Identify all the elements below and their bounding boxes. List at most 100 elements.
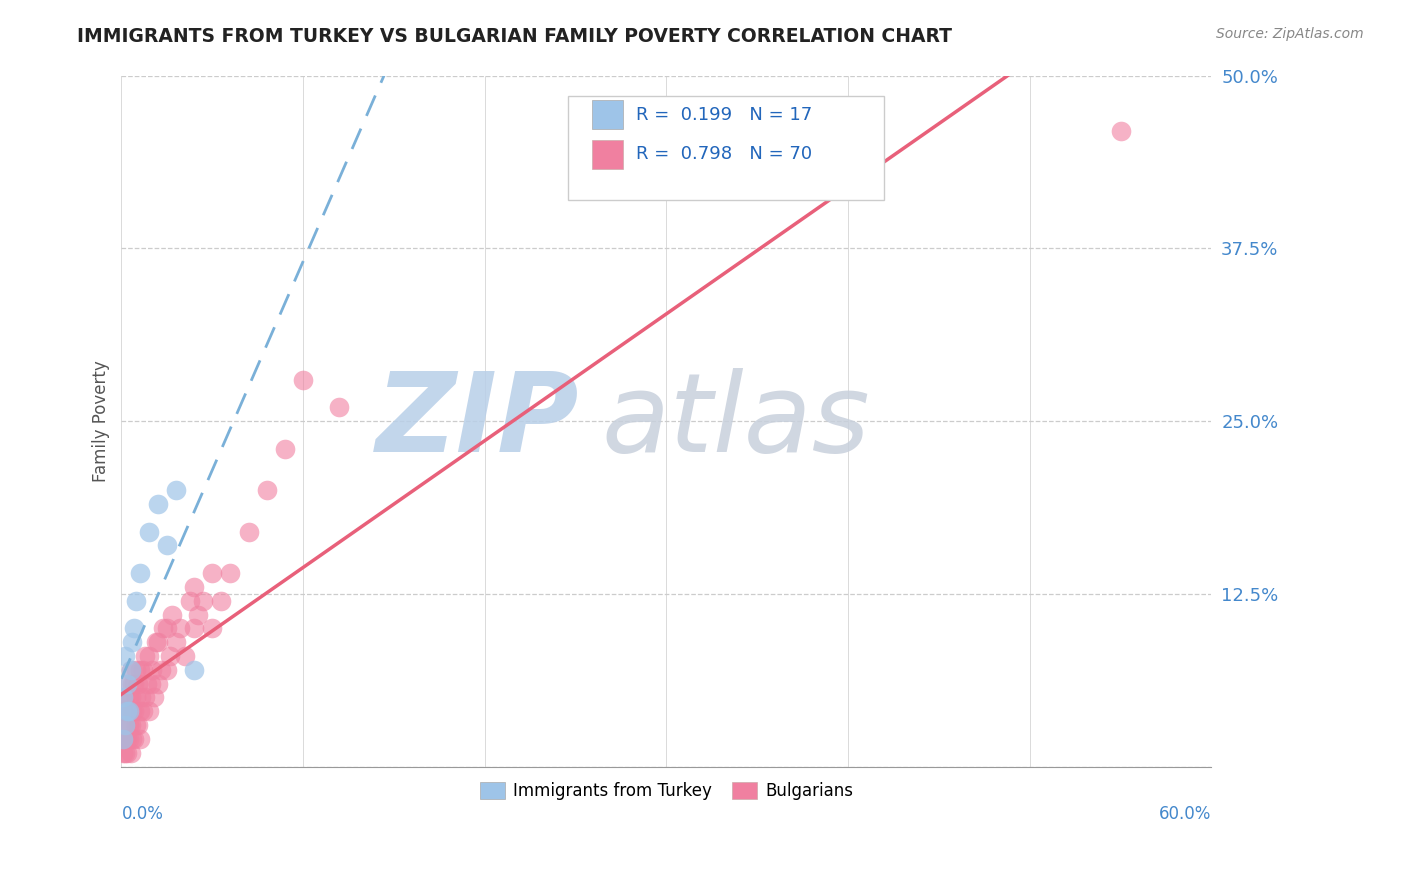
Point xyxy=(118,690,141,705)
Point xyxy=(125,690,148,705)
Point xyxy=(115,676,138,690)
Point xyxy=(122,731,145,746)
Point xyxy=(328,401,350,415)
Point xyxy=(112,690,135,705)
Point xyxy=(162,607,184,622)
Point xyxy=(174,648,197,663)
Text: Source: ZipAtlas.com: Source: ZipAtlas.com xyxy=(1216,27,1364,41)
Point xyxy=(120,690,142,705)
Point xyxy=(134,690,156,705)
Point xyxy=(121,635,143,649)
Point xyxy=(169,621,191,635)
Text: atlas: atlas xyxy=(600,368,870,475)
Point xyxy=(135,676,157,690)
Point xyxy=(131,690,153,705)
Point xyxy=(146,635,169,649)
Point xyxy=(219,566,242,580)
Point xyxy=(114,648,136,663)
Point xyxy=(121,704,143,718)
Point xyxy=(115,704,138,718)
Point xyxy=(114,718,136,732)
Point xyxy=(146,676,169,690)
Point xyxy=(165,483,187,498)
Point xyxy=(120,718,142,732)
Point xyxy=(114,746,136,760)
Point xyxy=(152,621,174,635)
Point xyxy=(292,373,315,387)
Point xyxy=(128,663,150,677)
Point xyxy=(128,731,150,746)
Point xyxy=(128,566,150,580)
Point xyxy=(187,607,209,622)
Point xyxy=(120,663,142,677)
Bar xyxy=(592,101,623,129)
Point xyxy=(122,704,145,718)
Point xyxy=(120,663,142,677)
Point xyxy=(112,731,135,746)
Text: IMMIGRANTS FROM TURKEY VS BULGARIAN FAMILY POVERTY CORRELATION CHART: IMMIGRANTS FROM TURKEY VS BULGARIAN FAMI… xyxy=(77,27,952,45)
Point xyxy=(1109,124,1132,138)
Point xyxy=(156,621,179,635)
Point xyxy=(122,676,145,690)
Point xyxy=(139,676,162,690)
Point xyxy=(121,676,143,690)
Point xyxy=(165,635,187,649)
Point xyxy=(112,731,135,746)
Text: 60.0%: 60.0% xyxy=(1159,805,1212,823)
Point xyxy=(115,704,138,718)
Point xyxy=(156,538,179,552)
Text: R =  0.199   N = 17: R = 0.199 N = 17 xyxy=(636,106,813,124)
Point xyxy=(179,593,201,607)
Point xyxy=(112,704,135,718)
Point xyxy=(127,718,149,732)
Point xyxy=(238,524,260,539)
Point xyxy=(125,718,148,732)
Point xyxy=(146,497,169,511)
Point xyxy=(141,663,163,677)
Point xyxy=(274,442,297,456)
Point xyxy=(125,663,148,677)
Point xyxy=(115,676,138,690)
Point xyxy=(121,731,143,746)
Point xyxy=(132,663,155,677)
Point xyxy=(201,621,224,635)
Point xyxy=(209,593,232,607)
Point xyxy=(120,746,142,760)
Point xyxy=(118,704,141,718)
Y-axis label: Family Poverty: Family Poverty xyxy=(93,360,110,482)
Point xyxy=(150,663,173,677)
FancyBboxPatch shape xyxy=(568,96,884,200)
Point xyxy=(115,746,138,760)
Point xyxy=(114,718,136,732)
Point xyxy=(122,621,145,635)
Point xyxy=(183,663,205,677)
Point xyxy=(112,746,135,760)
Text: 0.0%: 0.0% xyxy=(121,805,163,823)
Point xyxy=(138,648,160,663)
Text: R =  0.798   N = 70: R = 0.798 N = 70 xyxy=(636,145,813,163)
Point xyxy=(183,580,205,594)
Legend: Immigrants from Turkey, Bulgarians: Immigrants from Turkey, Bulgarians xyxy=(472,775,860,806)
Point xyxy=(159,648,181,663)
Point xyxy=(125,593,148,607)
Point xyxy=(118,718,141,732)
Text: ZIP: ZIP xyxy=(375,368,579,475)
Point xyxy=(201,566,224,580)
Point xyxy=(115,731,138,746)
Point xyxy=(143,690,166,705)
Point xyxy=(193,593,215,607)
Bar xyxy=(592,140,623,169)
Point xyxy=(256,483,278,498)
Point xyxy=(138,524,160,539)
Point xyxy=(114,690,136,705)
Point xyxy=(134,648,156,663)
Point xyxy=(183,621,205,635)
Point xyxy=(132,704,155,718)
Point xyxy=(127,676,149,690)
Point xyxy=(156,663,179,677)
Point xyxy=(128,704,150,718)
Point xyxy=(145,635,167,649)
Point xyxy=(138,704,160,718)
Point xyxy=(114,731,136,746)
Point xyxy=(118,731,141,746)
